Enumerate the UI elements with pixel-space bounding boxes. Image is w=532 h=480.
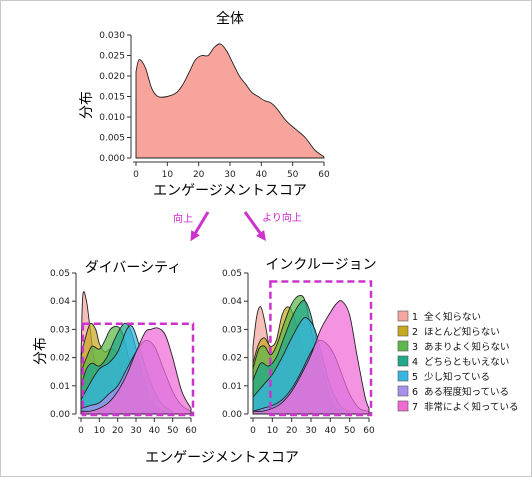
x-tick-label: 60 bbox=[363, 426, 375, 436]
legend-swatch bbox=[397, 385, 409, 397]
y-tick-label: 0.00 bbox=[50, 410, 70, 420]
x-tick-label: 20 bbox=[112, 426, 124, 436]
x-tick-label: 0 bbox=[78, 426, 84, 436]
chart-title: インクルージョン bbox=[265, 257, 376, 273]
x-tick-label: 10 bbox=[94, 426, 106, 436]
y-tick-label: 0.01 bbox=[50, 382, 70, 392]
density-area-series-7 bbox=[80, 327, 192, 415]
y-tick-label: 0.01 bbox=[222, 382, 242, 392]
x-tick-label: 30 bbox=[305, 426, 317, 436]
right-arrow-label: より向上 bbox=[262, 211, 302, 224]
y-tick-label: 0.05 bbox=[222, 269, 242, 279]
legend-number: 2 bbox=[412, 327, 418, 338]
y-axis-label: 分布 bbox=[79, 91, 95, 119]
legend-label: ほとんど知らない bbox=[424, 326, 500, 338]
legend-number: 7 bbox=[412, 402, 418, 413]
x-tick-label: 20 bbox=[286, 426, 298, 436]
highlight-box bbox=[81, 322, 195, 417]
improvement-arrows: 向上 より向上 bbox=[173, 211, 302, 242]
y-tick-label: 0.05 bbox=[50, 269, 70, 279]
legend-number: 1 bbox=[412, 312, 418, 323]
legend-number: 4 bbox=[412, 357, 418, 368]
x-tick-label: 50 bbox=[344, 426, 356, 436]
x-tick-label: 0 bbox=[250, 426, 256, 436]
y-tick-label: 0.025 bbox=[99, 52, 125, 62]
y-tick-label: 0.03 bbox=[222, 325, 242, 335]
y-axis-label: 分布 bbox=[33, 337, 49, 365]
legend: 1 全く知らない 2 ほとんど知らない 3 あまりよく知らない 4 どちらともいえない 5 少し知… bbox=[397, 310, 519, 413]
highlight-box bbox=[269, 280, 373, 417]
left-arrow bbox=[190, 211, 210, 242]
y-tick-label: 0.000 bbox=[99, 154, 125, 164]
legend-number: 6 bbox=[412, 387, 418, 398]
y-tick-label: 0.010 bbox=[99, 113, 125, 123]
y-tick-label: 0.00 bbox=[222, 410, 242, 420]
x-tick-label: 20 bbox=[193, 170, 205, 180]
legend-label: 全く知らない bbox=[424, 311, 481, 323]
inclusion-chart: インクルージョン 0.00 0.01 0.02 0.03 0.04 0.05 0 10 20 30… bbox=[222, 257, 377, 436]
y-tick-label: 0.02 bbox=[222, 354, 242, 364]
y-tick-label: 0.030 bbox=[99, 31, 125, 41]
y-tick-label: 0.02 bbox=[50, 354, 70, 364]
shared-x-axis-label: エンゲージメントスコア bbox=[145, 450, 299, 466]
x-tick-label: 40 bbox=[256, 170, 268, 180]
x-tick-label: 30 bbox=[130, 426, 142, 436]
legend-number: 5 bbox=[412, 372, 418, 383]
x-tick-label: 60 bbox=[318, 170, 330, 180]
legend-label: あまりよく知らない bbox=[424, 341, 510, 353]
legend-swatch bbox=[397, 400, 409, 412]
legend-label: どちらともいえない bbox=[424, 357, 509, 368]
y-tick-label: 0.015 bbox=[99, 93, 125, 103]
chart-title: 全体 bbox=[216, 10, 244, 27]
density-area-series-7 bbox=[252, 300, 370, 415]
y-tick-label: 0.03 bbox=[50, 325, 70, 335]
left-arrow-label: 向上 bbox=[173, 212, 193, 225]
x-tick-label: 50 bbox=[287, 170, 299, 180]
x-axis-label: エンゲージメントスコア bbox=[153, 183, 307, 199]
chart-title: ダイバーシティ bbox=[85, 260, 182, 276]
y-tick-label: 0.020 bbox=[99, 72, 125, 82]
x-tick-label: 10 bbox=[162, 170, 174, 180]
x-tick-label: 30 bbox=[224, 170, 236, 180]
y-tick-label: 0.04 bbox=[50, 297, 70, 307]
x-tick-label: 0 bbox=[133, 170, 139, 180]
legend-label: 非常によく知っている bbox=[424, 401, 519, 413]
legend-label: ある程度知っている bbox=[424, 386, 509, 398]
right-arrow bbox=[243, 211, 266, 242]
legend-swatch bbox=[397, 325, 409, 337]
x-tick-label: 50 bbox=[167, 426, 179, 436]
diversity-chart: ダイバーシティ 分布 0.00 0.01 0.02 0.03 0.04 0.05 0 10 20… bbox=[33, 260, 197, 436]
x-tick-label: 40 bbox=[149, 426, 161, 436]
y-tick-label: 0.04 bbox=[222, 297, 242, 307]
legend-swatch bbox=[397, 340, 409, 352]
x-tick-label: 10 bbox=[267, 426, 279, 436]
legend-number: 3 bbox=[412, 342, 418, 353]
x-tick-label: 60 bbox=[185, 426, 197, 436]
legend-swatch bbox=[397, 310, 409, 322]
x-tick-label: 40 bbox=[325, 426, 337, 436]
overall-chart: 全体 分布 エンゲージメントスコア 0.000 0.005 0.010 0.015 0.… bbox=[79, 10, 330, 199]
legend-label: 少し知っている bbox=[424, 371, 490, 383]
y-tick-label: 0.005 bbox=[99, 134, 125, 144]
density-area-series-1 bbox=[135, 43, 325, 159]
legend-swatch bbox=[397, 370, 409, 382]
legend-swatch bbox=[397, 355, 409, 367]
